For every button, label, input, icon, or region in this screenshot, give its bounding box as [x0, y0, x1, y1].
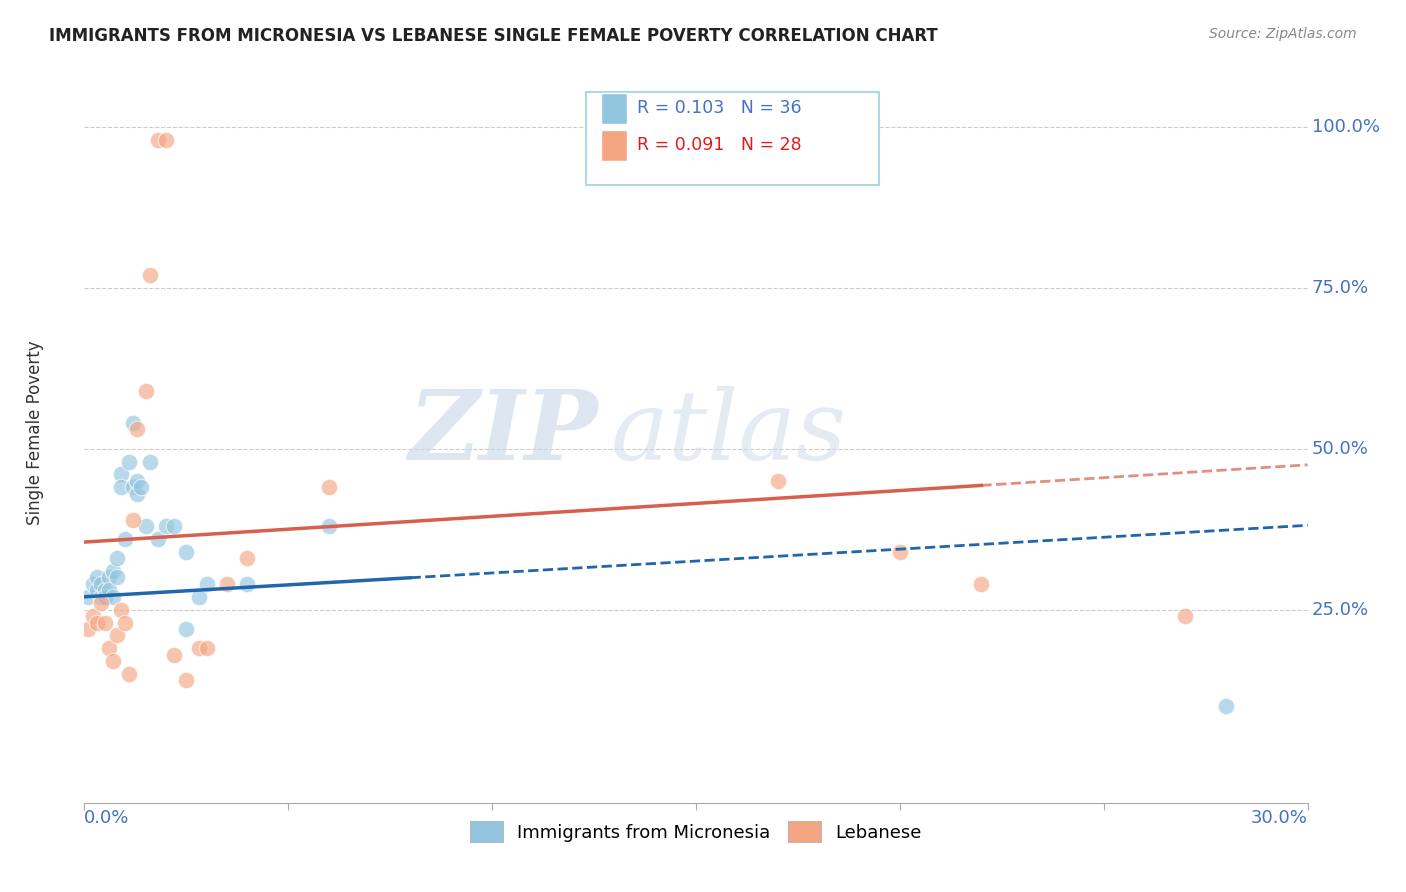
Point — [318, 519, 340, 533]
Point — [146, 133, 169, 147]
Point — [114, 615, 136, 630]
Point — [77, 622, 100, 636]
Point — [93, 583, 115, 598]
Legend: Immigrants from Micronesia, Lebanese: Immigrants from Micronesia, Lebanese — [463, 814, 929, 849]
Point — [236, 551, 259, 566]
Text: 25.0%: 25.0% — [1312, 600, 1369, 619]
Point — [318, 480, 340, 494]
Point — [110, 480, 132, 494]
Point — [131, 480, 153, 494]
Point — [110, 602, 132, 616]
Text: R = 0.103   N = 36: R = 0.103 N = 36 — [637, 99, 801, 118]
Point — [77, 590, 100, 604]
Point — [146, 532, 169, 546]
Point — [114, 532, 136, 546]
Point — [163, 519, 186, 533]
Point — [155, 519, 177, 533]
Point — [138, 454, 160, 468]
Point — [97, 570, 120, 584]
Point — [1174, 609, 1197, 624]
Point — [110, 467, 132, 482]
Point — [174, 673, 197, 688]
Point — [970, 577, 993, 591]
FancyBboxPatch shape — [586, 92, 880, 185]
Point — [127, 422, 149, 436]
Text: 30.0%: 30.0% — [1251, 809, 1308, 827]
Point — [155, 133, 177, 147]
Text: Source: ZipAtlas.com: Source: ZipAtlas.com — [1209, 27, 1357, 41]
Point — [174, 622, 197, 636]
Point — [86, 615, 108, 630]
Text: 75.0%: 75.0% — [1312, 279, 1369, 297]
Point — [82, 577, 104, 591]
Point — [105, 570, 128, 584]
Point — [127, 474, 149, 488]
Point — [195, 641, 218, 656]
Text: 0.0%: 0.0% — [84, 809, 129, 827]
Point — [195, 577, 218, 591]
Point — [217, 577, 239, 591]
Point — [93, 590, 115, 604]
Point — [93, 590, 115, 604]
Point — [86, 583, 108, 598]
Point — [82, 609, 104, 624]
Point — [138, 268, 160, 282]
Point — [187, 590, 209, 604]
Point — [97, 583, 120, 598]
Point — [90, 596, 112, 610]
Text: 50.0%: 50.0% — [1312, 440, 1368, 458]
Point — [187, 641, 209, 656]
Point — [236, 577, 259, 591]
Point — [127, 487, 149, 501]
Text: Single Female Poverty: Single Female Poverty — [27, 341, 45, 524]
Point — [766, 474, 789, 488]
Point — [97, 641, 120, 656]
Point — [122, 512, 145, 526]
Point — [122, 416, 145, 430]
Point — [118, 667, 141, 681]
Point — [93, 615, 115, 630]
Point — [101, 564, 124, 578]
Text: ZIP: ZIP — [409, 385, 598, 480]
Text: 100.0%: 100.0% — [1312, 118, 1379, 136]
Text: R = 0.091   N = 28: R = 0.091 N = 28 — [637, 136, 801, 154]
Point — [118, 454, 141, 468]
Point — [105, 551, 128, 566]
Point — [90, 590, 112, 604]
Point — [1215, 699, 1237, 714]
Point — [105, 628, 128, 642]
Point — [90, 577, 112, 591]
Point — [135, 384, 157, 398]
Point — [163, 648, 186, 662]
Point — [122, 480, 145, 494]
Point — [889, 545, 911, 559]
FancyBboxPatch shape — [600, 93, 627, 124]
Point — [101, 654, 124, 668]
Point — [86, 570, 108, 584]
Point — [174, 545, 197, 559]
Text: atlas: atlas — [610, 385, 846, 480]
FancyBboxPatch shape — [600, 130, 627, 161]
Point — [101, 590, 124, 604]
Point — [135, 519, 157, 533]
Text: IMMIGRANTS FROM MICRONESIA VS LEBANESE SINGLE FEMALE POVERTY CORRELATION CHART: IMMIGRANTS FROM MICRONESIA VS LEBANESE S… — [49, 27, 938, 45]
